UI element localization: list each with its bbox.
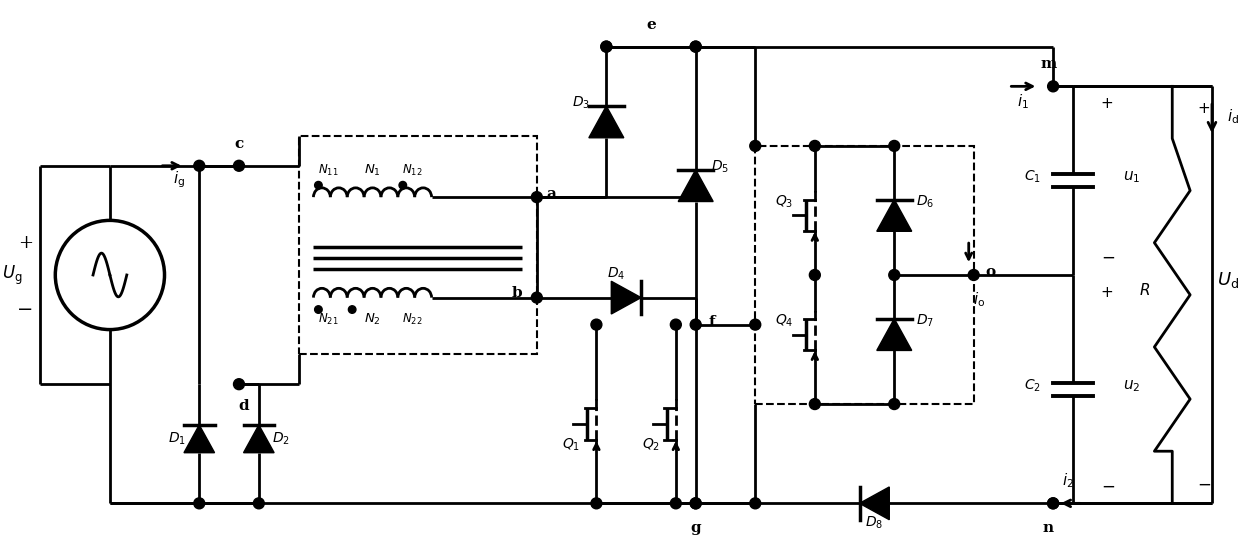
- Circle shape: [810, 141, 821, 152]
- Polygon shape: [611, 281, 641, 314]
- Circle shape: [889, 141, 900, 152]
- Text: b: b: [511, 286, 522, 300]
- Text: −: −: [17, 301, 33, 319]
- Circle shape: [750, 498, 760, 509]
- Text: c: c: [234, 137, 243, 151]
- Text: $D_4$: $D_4$: [608, 266, 625, 282]
- Text: $D_2$: $D_2$: [272, 431, 290, 447]
- Bar: [299, 136, 537, 354]
- Text: $Q_4$: $Q_4$: [775, 313, 794, 329]
- Circle shape: [889, 398, 900, 409]
- Circle shape: [399, 181, 407, 189]
- Text: $i_{\rm g}$: $i_{\rm g}$: [174, 169, 186, 190]
- Text: $i_1$: $i_1$: [1017, 92, 1029, 111]
- Text: $U_{\rm g}$: $U_{\rm g}$: [2, 263, 22, 287]
- Polygon shape: [859, 487, 889, 520]
- Circle shape: [532, 292, 542, 303]
- Text: $N_1$: $N_1$: [365, 164, 381, 178]
- Text: f: f: [708, 314, 715, 329]
- Polygon shape: [243, 425, 274, 453]
- Circle shape: [233, 379, 244, 390]
- Bar: [755, 146, 973, 404]
- Circle shape: [1048, 498, 1059, 509]
- Circle shape: [810, 270, 821, 281]
- Text: $C_2$: $C_2$: [1024, 377, 1042, 393]
- Circle shape: [691, 498, 701, 509]
- Text: $Q_3$: $Q_3$: [775, 193, 794, 210]
- Circle shape: [671, 498, 681, 509]
- Text: $R$: $R$: [1140, 282, 1151, 298]
- Text: −: −: [1197, 475, 1211, 493]
- Text: $D_8$: $D_8$: [866, 514, 883, 531]
- Circle shape: [591, 319, 601, 330]
- Text: $N_{12}$: $N_{12}$: [403, 164, 423, 178]
- Circle shape: [601, 41, 611, 52]
- Circle shape: [968, 270, 980, 281]
- Text: +: +: [1101, 285, 1114, 300]
- Circle shape: [532, 192, 542, 203]
- Text: $D_6$: $D_6$: [916, 193, 934, 210]
- Text: $Q_2$: $Q_2$: [642, 437, 660, 453]
- Circle shape: [253, 498, 264, 509]
- Circle shape: [750, 319, 760, 330]
- Circle shape: [691, 498, 701, 509]
- Text: $U_{\rm d}$: $U_{\rm d}$: [1216, 270, 1239, 290]
- Text: g: g: [691, 521, 701, 535]
- Circle shape: [810, 398, 821, 409]
- Circle shape: [691, 41, 701, 52]
- Circle shape: [193, 160, 205, 171]
- Text: $C_1$: $C_1$: [1024, 168, 1042, 185]
- Circle shape: [750, 141, 760, 152]
- Text: −: −: [1101, 249, 1115, 267]
- Text: d: d: [238, 399, 249, 413]
- Text: −: −: [1101, 477, 1115, 495]
- Text: $N_{21}$: $N_{21}$: [319, 311, 339, 326]
- Text: $D_3$: $D_3$: [573, 95, 590, 111]
- Text: n: n: [1043, 521, 1054, 535]
- Text: m: m: [1040, 57, 1056, 71]
- Circle shape: [348, 306, 356, 313]
- Polygon shape: [877, 199, 911, 231]
- Text: +: +: [1101, 96, 1114, 111]
- Text: $i_2$: $i_2$: [1061, 471, 1074, 490]
- Circle shape: [591, 498, 601, 509]
- Circle shape: [315, 306, 322, 313]
- Polygon shape: [184, 425, 215, 453]
- Text: +: +: [19, 234, 33, 252]
- Circle shape: [691, 41, 701, 52]
- Text: $D_7$: $D_7$: [916, 313, 934, 329]
- Circle shape: [1048, 498, 1059, 509]
- Text: e: e: [646, 18, 656, 32]
- Text: $i_{\rm o}$: $i_{\rm o}$: [972, 291, 985, 310]
- Circle shape: [601, 41, 611, 52]
- Circle shape: [1048, 81, 1059, 92]
- Text: $u_2$: $u_2$: [1122, 378, 1140, 394]
- Text: o: o: [986, 265, 996, 279]
- Circle shape: [193, 498, 205, 509]
- Text: a: a: [547, 187, 557, 201]
- Circle shape: [315, 181, 322, 189]
- Text: $D_5$: $D_5$: [712, 159, 729, 175]
- Circle shape: [233, 160, 244, 171]
- Polygon shape: [589, 106, 624, 138]
- Text: $N_{22}$: $N_{22}$: [403, 311, 423, 326]
- Text: $D_1$: $D_1$: [169, 431, 186, 447]
- Circle shape: [691, 319, 701, 330]
- Text: $N_{11}$: $N_{11}$: [319, 164, 339, 178]
- Text: $N_2$: $N_2$: [365, 311, 381, 326]
- Text: $u_1$: $u_1$: [1122, 169, 1140, 185]
- Circle shape: [889, 270, 900, 281]
- Text: +: +: [1197, 101, 1210, 116]
- Polygon shape: [678, 169, 713, 202]
- Polygon shape: [877, 319, 911, 350]
- Text: $Q_1$: $Q_1$: [563, 437, 580, 453]
- Circle shape: [671, 319, 681, 330]
- Text: $i_{\rm d}$: $i_{\rm d}$: [1226, 107, 1239, 126]
